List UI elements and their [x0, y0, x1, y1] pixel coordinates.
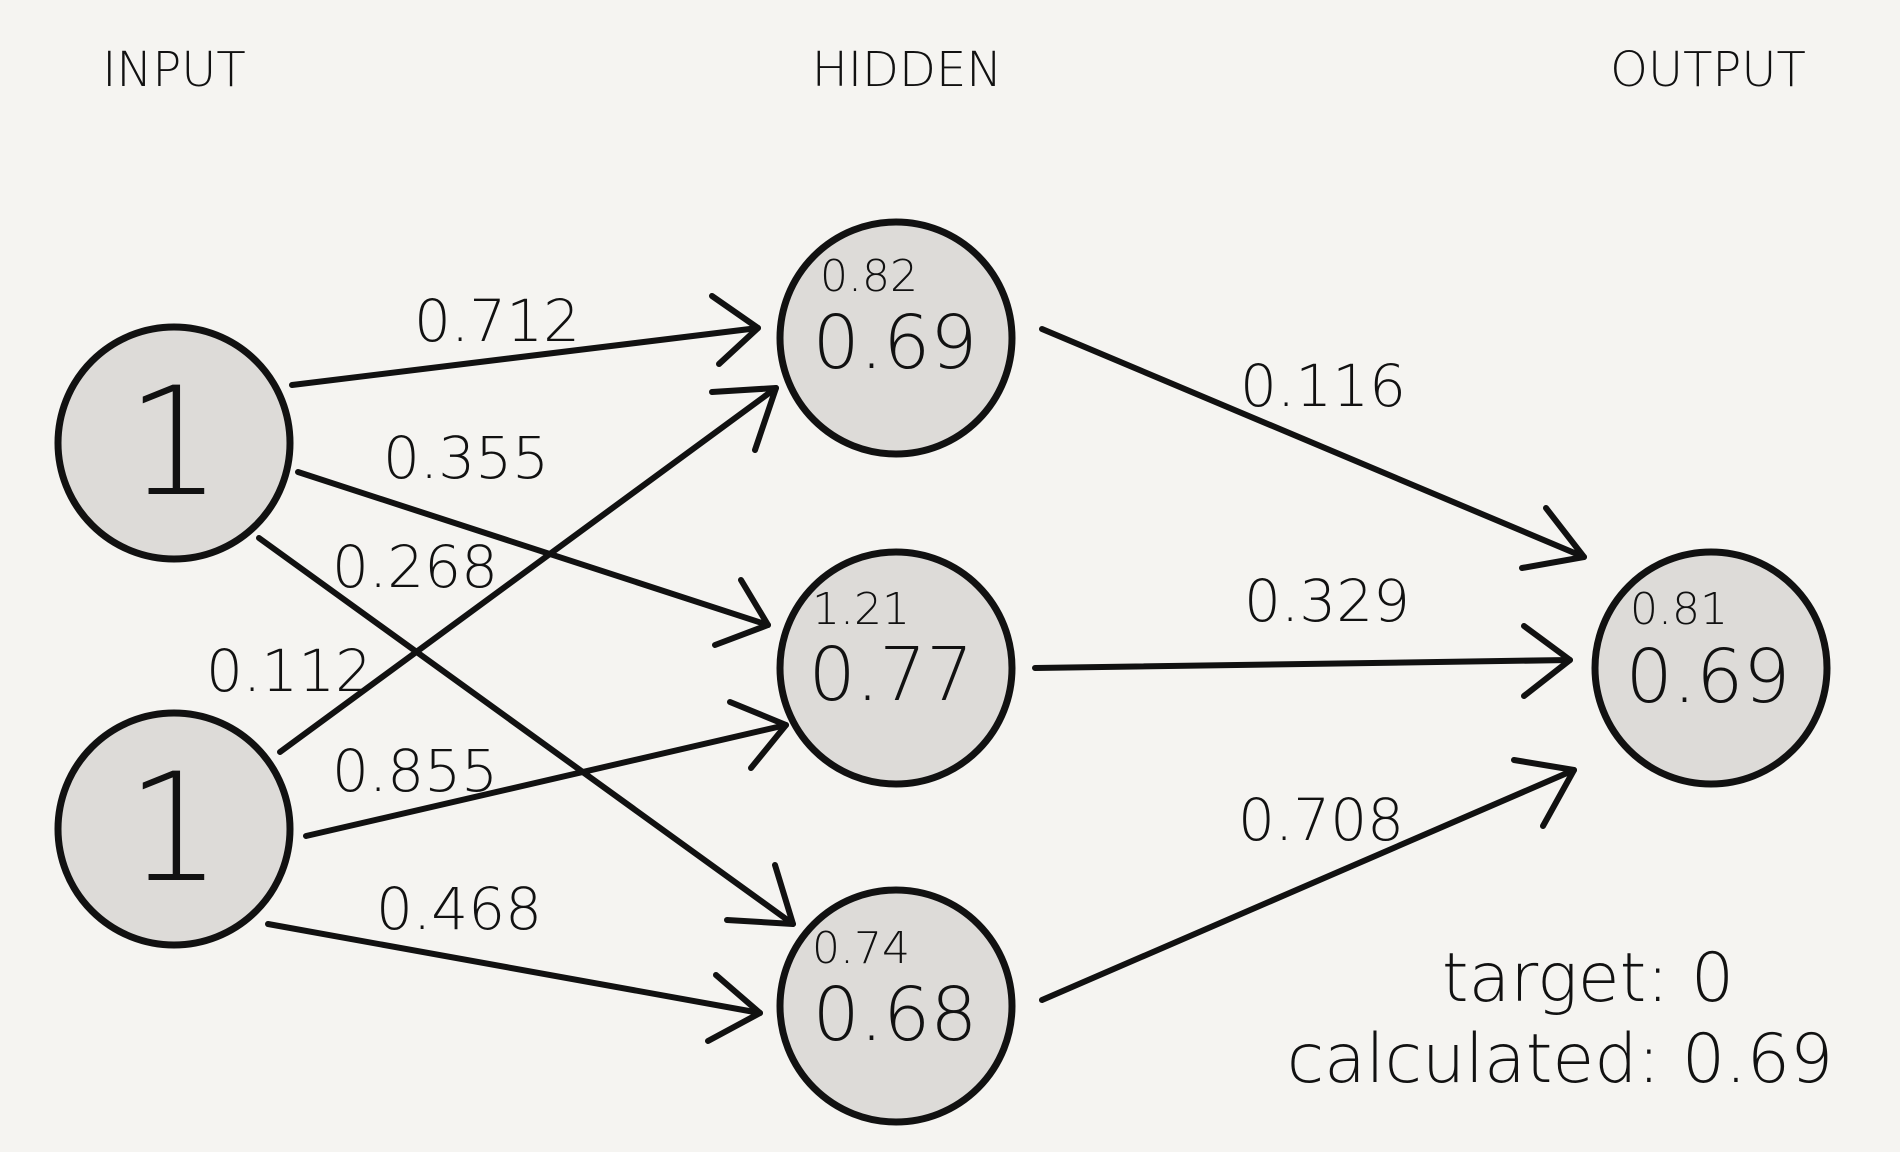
target-label: target: 0 — [1442, 939, 1734, 1018]
hidden-node-3-net: 0.74 — [812, 923, 910, 974]
output-node-net: 0.81 — [1630, 584, 1728, 635]
input-node-2-value: 1 — [126, 742, 221, 916]
weight-label-h2-o: 0.329 — [1244, 567, 1410, 635]
weight-label-i2-h3: 0.468 — [376, 875, 542, 943]
input-layer-title: INPUT — [102, 42, 245, 98]
edge-i2-h3 — [265, 921, 763, 1044]
calculated-label: calculated: 0.69 — [1287, 1020, 1834, 1099]
edge-h2-o — [1032, 623, 1573, 699]
input-node-2: 1 — [54, 709, 294, 949]
weight-label-i2-h1: 0.112 — [206, 637, 372, 705]
hidden-node-1-net: 0.82 — [820, 251, 918, 302]
edge-i2-h2 — [303, 699, 789, 839]
hidden-node-1: 0.82 0.69 — [776, 218, 1016, 458]
hidden-node-3-activation: 0.68 — [813, 972, 978, 1058]
edge-i1-h3 — [256, 535, 796, 927]
weight-label-i1-h3: 0.268 — [332, 533, 498, 601]
edge-i1-h2 — [295, 469, 771, 648]
edge-h1-o — [1039, 326, 1587, 571]
output-node-activation: 0.69 — [1626, 634, 1791, 720]
hidden-node-2-net: 1.21 — [812, 584, 910, 635]
hidden-node-2: 1.21 0.77 — [776, 548, 1016, 788]
weight-label-i1-h2: 0.355 — [383, 424, 549, 492]
edge-i2-h1 — [277, 385, 779, 755]
weight-label-h1-o: 0.116 — [1240, 352, 1406, 420]
output-node: 0.81 0.69 — [1591, 548, 1831, 788]
hidden-node-3: 0.74 0.68 — [776, 886, 1016, 1126]
weight-label-i2-h2: 0.855 — [332, 737, 498, 805]
weight-label-i1-h1: 0.712 — [414, 287, 580, 355]
output-layer-title: OUTPUT — [1610, 42, 1806, 98]
hidden-node-2-activation: 0.77 — [809, 632, 974, 718]
hidden-layer-title: HIDDEN — [812, 42, 1002, 98]
input-node-1-value: 1 — [126, 356, 221, 530]
edge-h3-o — [1039, 757, 1577, 1003]
input-node-1: 1 — [54, 323, 294, 563]
edge-i1-h1 — [289, 293, 761, 388]
hidden-node-1-activation: 0.69 — [813, 300, 978, 386]
weight-label-h3-o: 0.708 — [1238, 786, 1404, 854]
